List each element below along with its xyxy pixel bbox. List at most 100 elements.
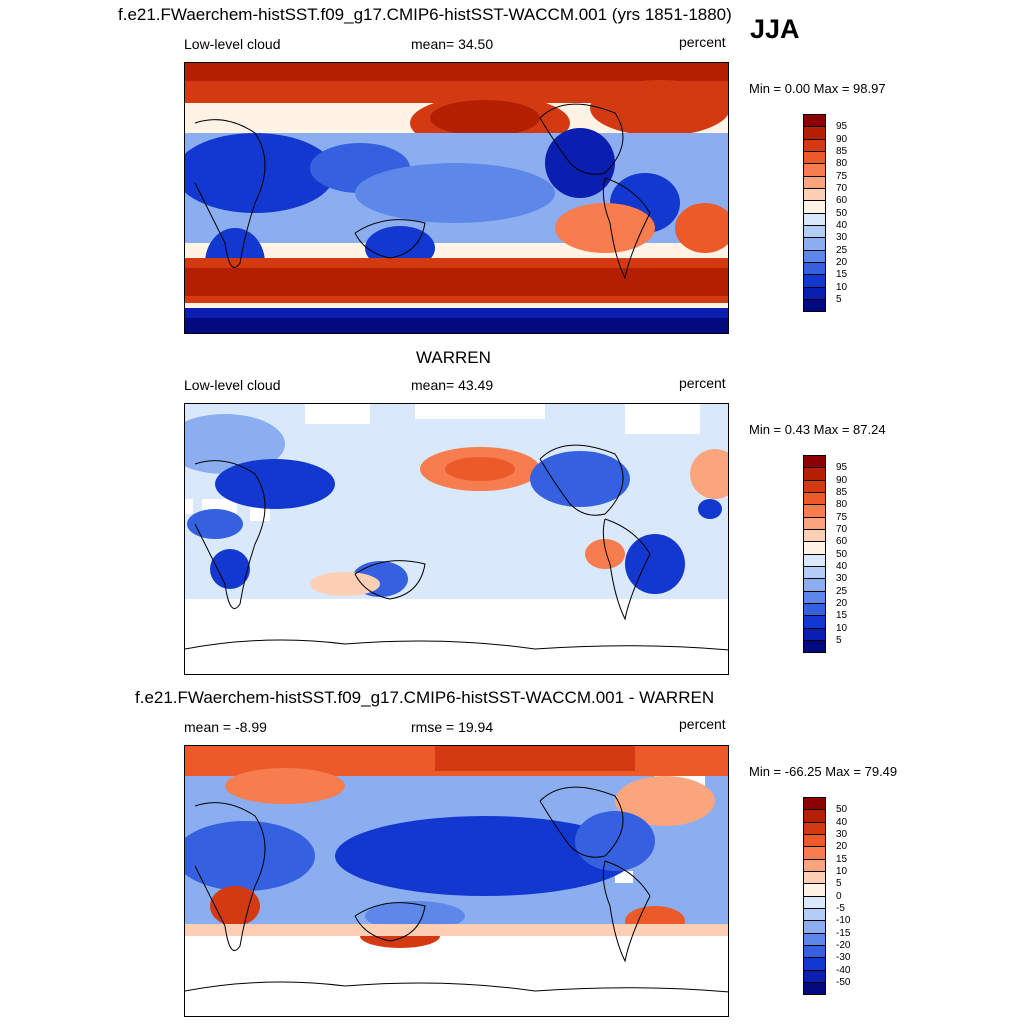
colorbar-swatch: [803, 627, 826, 641]
panel1-mean-label: mean= 34.50: [411, 36, 494, 52]
colorbar-swatch: [803, 602, 826, 617]
panel1-colorbar: [803, 114, 826, 313]
colorbar-tick-label: -30: [836, 952, 851, 964]
colorbar-tick-label: 95: [836, 462, 848, 474]
colorbar-tick-label: 5: [836, 878, 842, 890]
colorbar-tick-label: 75: [836, 170, 848, 182]
colorbar-swatch: [803, 114, 826, 128]
colorbar-swatch: [803, 615, 826, 629]
colorbar-tick-label: 75: [836, 511, 848, 523]
colorbar-swatch: [803, 274, 826, 288]
colorbar-swatch: [803, 541, 826, 555]
colorbar-swatch: [803, 895, 826, 909]
colorbar-tick-label: -20: [836, 939, 851, 951]
colorbar-swatch: [803, 932, 826, 946]
colorbar-swatch: [803, 578, 826, 592]
colorbar-swatch: [803, 224, 826, 239]
colorbar-tick-label: 30: [836, 828, 848, 840]
panel3-units-label: percent: [679, 716, 726, 732]
colorbar-tick-label: 40: [836, 560, 848, 572]
colorbar-tick-label: 70: [836, 523, 848, 535]
colorbar-tick-label: 85: [836, 145, 848, 157]
colorbar-tick-label: 70: [836, 182, 848, 194]
colorbar-tick-label: 15: [836, 269, 848, 281]
panel2-title: WARREN: [416, 348, 491, 367]
panel3-title: f.e21.FWaerchem-histSST.f09_g17.CMIP6-hi…: [135, 688, 715, 707]
season-label: JJA: [750, 14, 800, 44]
colorbar-tick-label: 30: [836, 232, 848, 244]
colorbar-swatch: [803, 175, 826, 189]
colorbar-swatch: [803, 969, 826, 983]
colorbar-swatch: [803, 797, 826, 811]
panel3-map: [184, 745, 729, 1017]
colorbar-swatch: [803, 920, 826, 934]
colorbar-tick-label: -10: [836, 915, 851, 927]
colorbar-tick-label: 40: [836, 816, 848, 828]
colorbar-swatch: [803, 821, 826, 835]
colorbar-swatch: [803, 261, 826, 276]
colorbar-swatch: [803, 870, 826, 885]
panel1-variable-label: Low-level cloud: [184, 36, 281, 52]
colorbar-swatch: [803, 249, 826, 263]
colorbar-swatch: [803, 944, 826, 959]
colorbar-swatch: [803, 833, 826, 848]
colorbar-swatch: [803, 126, 826, 140]
panel2-map: [184, 403, 729, 675]
colorbar-swatch: [803, 528, 826, 543]
colorbar-tick-label: 10: [836, 865, 848, 877]
colorbar-tick-label: 20: [836, 597, 848, 609]
colorbar-swatch: [803, 479, 826, 493]
panel3-colorbar: [803, 797, 826, 996]
colorbar-swatch: [803, 553, 826, 567]
colorbar-tick-label: 80: [836, 158, 848, 170]
panel2-units-label: percent: [679, 375, 726, 391]
colorbar-swatch: [803, 516, 826, 530]
colorbar-tick-label: 90: [836, 474, 848, 486]
panel3-rmse-label: rmse = 19.94: [411, 719, 494, 735]
colorbar-swatch: [803, 455, 826, 469]
colorbar-swatch: [803, 467, 826, 481]
colorbar-swatch: [803, 639, 826, 654]
colorbar-swatch: [803, 187, 826, 202]
panel1-map: [184, 62, 729, 334]
colorbar-tick-label: 10: [836, 281, 848, 293]
colorbar-tick-label: 30: [836, 573, 848, 585]
colorbar-tick-label: 85: [836, 486, 848, 498]
colorbar-swatch: [803, 809, 826, 823]
colorbar-tick-label: 60: [836, 195, 848, 207]
colorbar-tick-label: 50: [836, 804, 848, 816]
panel1-minmax: Min = 0.00 Max = 98.97: [749, 81, 886, 96]
panel3-minmax: Min = -66.25 Max = 79.49: [749, 764, 898, 779]
colorbar-tick-label: -50: [836, 976, 851, 988]
colorbar-tick-label: 15: [836, 610, 848, 622]
colorbar-swatch: [803, 491, 826, 506]
colorbar-swatch: [803, 200, 826, 214]
colorbar-swatch: [803, 565, 826, 580]
colorbar-swatch: [803, 858, 826, 872]
panel3-mean-label: mean = -8.99: [184, 719, 267, 735]
colorbar-tick-label: 20: [836, 841, 848, 853]
colorbar-tick-label: 10: [836, 622, 848, 634]
colorbar-tick-label: 90: [836, 133, 848, 145]
colorbar-tick-label: 5: [836, 634, 842, 646]
colorbar-tick-label: 15: [836, 853, 848, 865]
panel1-title: f.e21.FWaerchem-histSST.f09_g17.CMIP6-hi…: [118, 5, 732, 24]
colorbar-tick-label: 20: [836, 256, 848, 268]
colorbar-swatch: [803, 298, 826, 313]
colorbar-tick-label: 50: [836, 548, 848, 560]
colorbar-tick-label: -15: [836, 927, 851, 939]
colorbar-swatch: [803, 590, 826, 604]
colorbar-tick-label: 50: [836, 207, 848, 219]
panel2-colorbar: [803, 455, 826, 654]
panel1-units-label: percent: [679, 34, 726, 50]
colorbar-swatch: [803, 957, 826, 971]
colorbar-tick-label: 60: [836, 536, 848, 548]
colorbar-tick-label: 0: [836, 890, 842, 902]
colorbar-swatch: [803, 883, 826, 897]
colorbar-swatch: [803, 504, 826, 518]
panel2-minmax: Min = 0.43 Max = 87.24: [749, 422, 886, 437]
colorbar-tick-label: -40: [836, 964, 851, 976]
colorbar-swatch: [803, 237, 826, 251]
colorbar-tick-label: 80: [836, 499, 848, 511]
colorbar-swatch: [803, 981, 826, 996]
